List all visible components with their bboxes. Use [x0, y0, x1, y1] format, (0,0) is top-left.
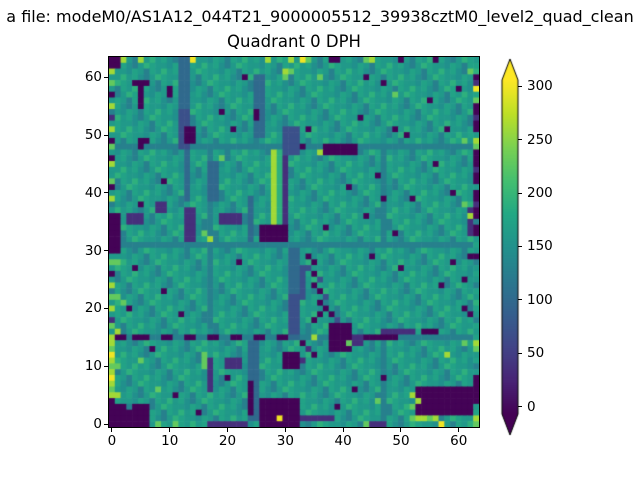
y-tick-mark — [104, 134, 108, 136]
y-tick-mark — [104, 250, 108, 252]
x-tick-label: 20 — [218, 433, 237, 449]
x-tick-mark — [169, 428, 171, 432]
y-tick-label: 30 — [84, 242, 102, 259]
x-tick-mark — [458, 428, 460, 432]
y-tick-label: 10 — [84, 358, 102, 375]
colorbar-tick-label: 0 — [527, 398, 536, 415]
colorbar-tick-label: 250 — [527, 131, 553, 148]
colorbar-tick-mark — [518, 85, 522, 87]
x-tick-label: 30 — [276, 433, 294, 449]
x-tick-label: 60 — [450, 433, 468, 449]
colorbar-tick-mark — [518, 299, 522, 301]
colorbar-tick-mark — [518, 139, 522, 141]
colorbar-tick-label: 150 — [527, 238, 553, 255]
colorbar-tick-mark — [518, 245, 522, 247]
y-tick-mark — [104, 423, 108, 425]
colorbar-tick-mark — [518, 406, 522, 408]
colorbar-tick-mark — [518, 192, 522, 194]
x-tick-label: 0 — [107, 433, 117, 449]
y-tick-label: 50 — [84, 127, 102, 144]
y-tick-mark — [104, 307, 108, 309]
x-tick-mark — [284, 428, 286, 432]
y-tick-mark — [104, 76, 108, 78]
y-tick-label: 60 — [84, 69, 102, 86]
colorbar-tick-mark — [518, 352, 522, 354]
heatmap-canvas — [109, 57, 479, 427]
x-tick-label: 10 — [161, 433, 179, 449]
x-tick-label: 50 — [392, 433, 410, 449]
x-tick-mark — [342, 428, 344, 432]
x-tick-mark — [400, 428, 402, 432]
suptitle: a file: modeM0/AS1A12_044T21_9000005512_… — [6, 7, 634, 26]
y-tick-mark — [104, 365, 108, 367]
y-tick-mark — [104, 192, 108, 194]
colorbar-tick-label: 200 — [527, 185, 553, 202]
colorbar — [500, 55, 560, 440]
x-tick-mark — [227, 428, 229, 432]
plot-area — [108, 56, 480, 428]
y-tick-label: 0 — [93, 416, 102, 433]
plot-title: Quadrant 0 DPH — [227, 32, 361, 51]
colorbar-tick-label: 100 — [527, 291, 553, 308]
colorbar-tick-label: 300 — [527, 78, 553, 95]
x-tick-label: 40 — [334, 433, 352, 449]
y-tick-label: 20 — [84, 300, 102, 317]
colorbar-tick-label: 50 — [527, 345, 545, 362]
x-tick-mark — [111, 428, 113, 432]
y-tick-label: 40 — [84, 184, 102, 201]
